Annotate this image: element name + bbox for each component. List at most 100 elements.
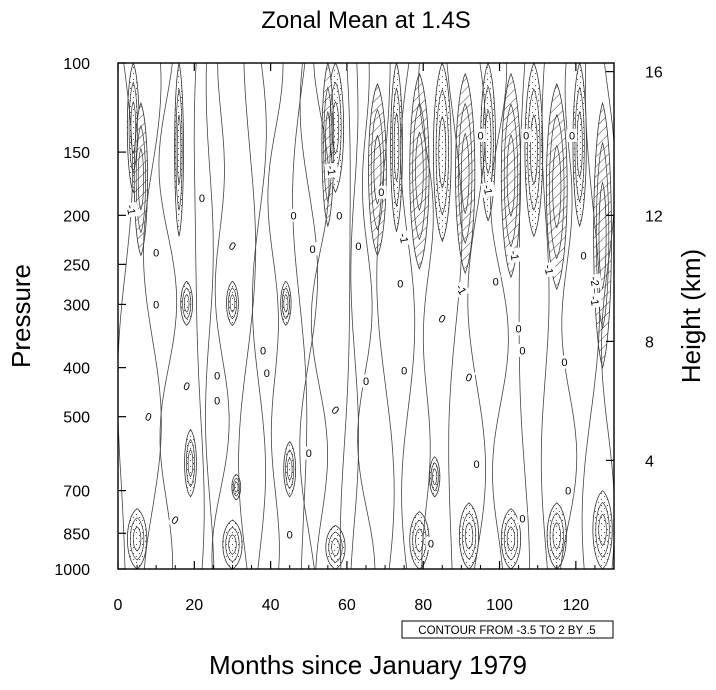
contour-label: 0 — [517, 512, 528, 526]
contour-label-bg — [395, 277, 406, 291]
contour-label-text: 0 — [153, 299, 159, 311]
contour-label: 0 — [513, 322, 524, 336]
contour-label: -1 — [480, 181, 496, 198]
contour-label-text: 0 — [287, 530, 293, 542]
contour-label-bg — [396, 230, 412, 247]
x-axis-label: Months since January 1979 — [209, 650, 527, 680]
contour-label-bg — [587, 292, 603, 309]
contour-label: 0 — [361, 374, 371, 388]
zero-contour — [193, 63, 205, 569]
inner-contour — [331, 538, 340, 557]
contour-label: 0 — [212, 394, 223, 408]
contour-label: -1 — [452, 279, 471, 299]
contour-label-bg — [151, 297, 162, 311]
inner-contour — [552, 144, 562, 229]
contour-label: -1 — [324, 162, 340, 179]
contour-label: 0 — [224, 237, 241, 255]
contour-label-bg — [376, 185, 387, 199]
contour-label-text: 0 — [169, 514, 180, 527]
contour-label-text: 0 — [363, 376, 369, 388]
inner-contour — [176, 114, 182, 185]
contour-label-bg — [151, 246, 162, 260]
inner-contour — [185, 439, 196, 488]
inner-contour — [393, 112, 400, 182]
contour-label-bg — [490, 274, 501, 288]
x-tick-label: 120 — [562, 597, 589, 614]
inner-contour — [128, 81, 138, 174]
inner-contour — [135, 124, 146, 234]
contour-label: 0 — [567, 128, 577, 142]
contour-label-bg — [353, 239, 364, 253]
inner-contour — [458, 102, 473, 244]
contour-label: 0 — [151, 297, 162, 311]
y-tick-label: 100 — [63, 56, 90, 73]
contour-label: 0 — [517, 344, 528, 358]
y-axis-label: Pressure — [6, 264, 36, 368]
zero-contour — [205, 63, 215, 569]
contour-label-bg — [284, 528, 295, 542]
contour-label-bg — [475, 128, 486, 142]
contour-label: 0 — [212, 369, 223, 383]
contour-label: 0 — [151, 246, 162, 260]
contour-label-bg — [324, 162, 340, 179]
inner-contour — [281, 287, 290, 320]
right-tick-label: 4 — [645, 453, 654, 470]
y-tick-label: 300 — [63, 297, 90, 314]
zero-contour — [251, 63, 267, 569]
contour-label: -2 — [587, 273, 603, 290]
inner-contour — [130, 100, 136, 155]
contour-label-text: 0 — [519, 346, 525, 358]
inner-contour — [430, 462, 439, 492]
contour-label-bg — [559, 355, 570, 369]
inner-contour — [549, 512, 564, 560]
contour-label-text: 0 — [181, 380, 191, 393]
x-tick-label: 100 — [486, 597, 513, 614]
inner-contour — [527, 88, 541, 212]
inner-contour — [331, 101, 340, 155]
inner-contour — [285, 449, 295, 490]
contour-label: 0 — [284, 528, 295, 542]
zero-contour — [400, 63, 416, 569]
contour-label-text: -1 — [124, 204, 138, 216]
contour-label-bg — [567, 128, 577, 142]
contour-label-bg — [303, 446, 314, 460]
contour-label-bg — [517, 344, 528, 357]
plot-area — [118, 63, 614, 569]
contour-label-text: 0 — [580, 250, 586, 262]
contour-label-bg — [587, 273, 603, 290]
contour-label-text: -1 — [587, 295, 601, 307]
contour-label-bg — [179, 378, 194, 394]
inner-contour — [227, 287, 237, 320]
contour-label: 0 — [258, 344, 268, 358]
x-tick-label: 20 — [185, 597, 203, 614]
contour-label-text: 0 — [290, 210, 296, 222]
contour-label-text: 0 — [493, 276, 499, 288]
contour-label-bg — [471, 457, 482, 471]
inner-contour — [482, 85, 494, 198]
inner-contour — [598, 513, 607, 546]
contour-label: 0 — [179, 378, 194, 394]
inner-contour — [506, 133, 516, 218]
negative-region — [545, 82, 568, 291]
zero-contour — [238, 63, 257, 569]
contour-label: -1 — [587, 292, 603, 309]
contour-label-bg — [452, 279, 471, 299]
zero-contour — [158, 63, 178, 569]
contour-label-bg — [513, 322, 524, 336]
inner-contour — [595, 501, 610, 558]
contour-label: -1 — [541, 261, 557, 278]
contour-label-text: 0 — [378, 187, 384, 199]
contour-label: 0 — [462, 369, 476, 386]
contour-label-bg — [425, 536, 436, 550]
inner-contour — [187, 449, 194, 478]
contour-label: 0 — [353, 239, 364, 253]
inner-contour — [412, 102, 427, 241]
contour-label-text: 0 — [523, 130, 529, 142]
contour-label-bg — [307, 242, 318, 256]
inner-contour — [129, 517, 145, 561]
contour-label-text: 0 — [474, 459, 480, 471]
contour-label-bg — [288, 208, 299, 222]
inner-contour — [328, 531, 343, 563]
contour-label-text: -2 — [587, 276, 601, 288]
